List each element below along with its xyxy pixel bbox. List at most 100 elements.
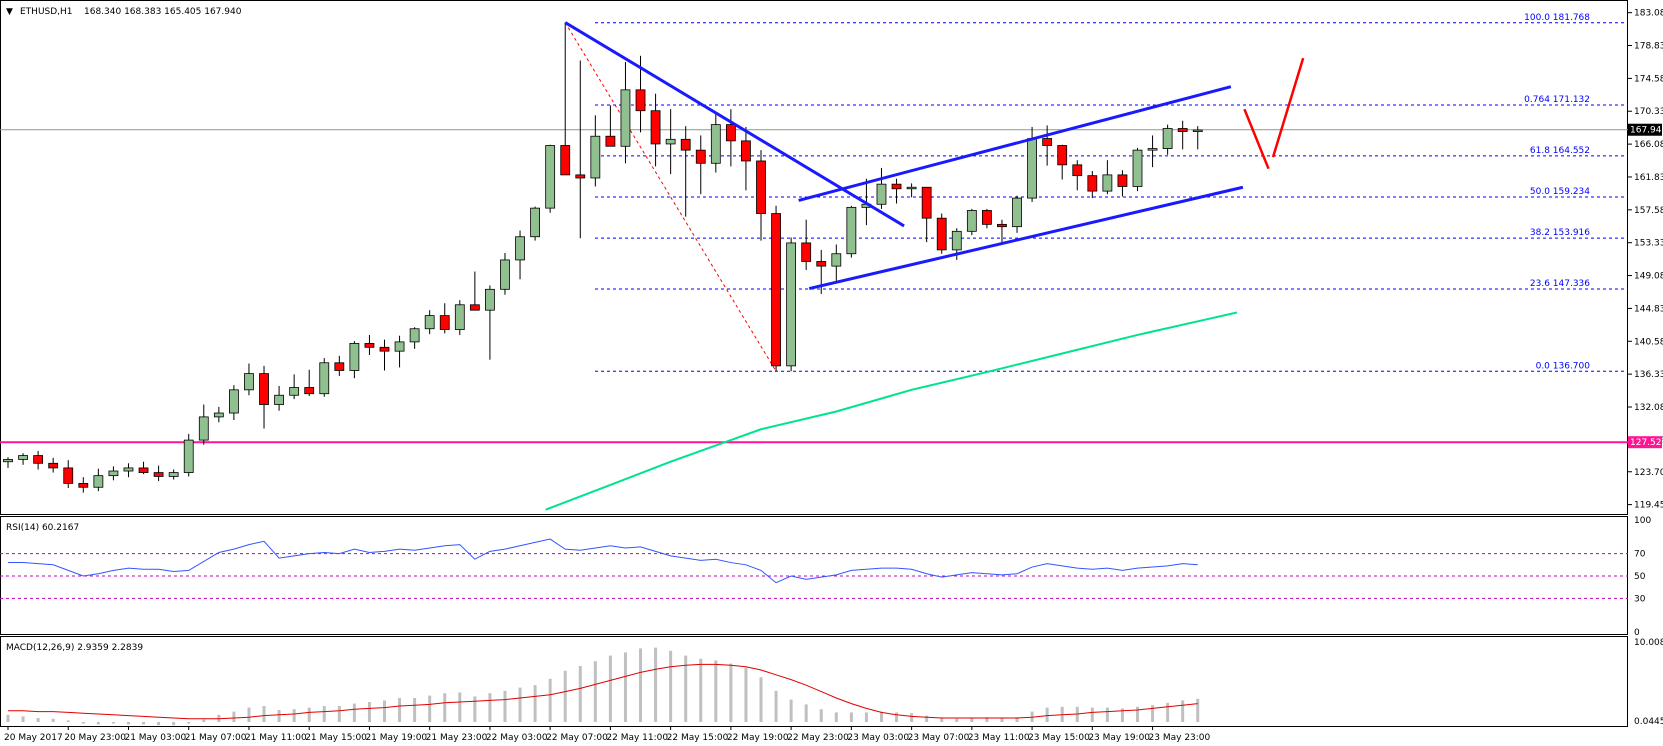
bull-candle [786,242,797,367]
bull-candle [319,362,330,395]
time-axis-label: 23 May 19:00 [1088,733,1150,743]
bear-candle [1117,174,1128,187]
time-axis-label: 22 May 19:00 [727,733,789,743]
macd-histogram-bar [669,650,673,722]
price-axis-label: 178.830 [1634,42,1663,52]
macd-histogram-bar [789,699,793,722]
macd-histogram-bar [292,709,296,722]
projection-arrow-line [1243,108,1270,170]
bull-candle [831,253,842,267]
bull-candle [515,236,525,261]
rsi-axis-label: 0 [1634,628,1640,638]
bull-candle [123,467,134,472]
support-price-marker [1628,436,1662,449]
bear-candle [756,160,766,214]
rsi-axis-label: 50 [1634,572,1646,582]
bear-candle [1042,138,1053,146]
bear-candle [63,467,74,484]
bull-candle [349,343,360,371]
time-axis-label: 22 May 23:00 [787,733,849,743]
price-axis-label: 123.705 [1634,468,1663,478]
fib-level-label: 50.0 159.234 [1530,187,1590,197]
bull-candle [108,470,119,477]
bull-candle [966,210,977,232]
bull-candle [454,304,465,330]
bull-candle [168,472,179,477]
bull-candle [846,206,857,255]
macd-histogram-bar [488,693,492,722]
macd-panel-frame [0,636,1628,727]
bull-candle [213,412,224,418]
bull-candle [1132,149,1143,187]
price-axis-label: 157.580 [1634,206,1663,216]
bear-candle [605,135,616,147]
bear-candle [334,362,345,371]
time-axis-label: 20 May 23:00 [64,733,126,743]
macd-histogram-bar [458,692,462,722]
bear-candle [259,373,269,405]
bear-candle [921,186,932,219]
price-axis-label: 161.830 [1634,173,1663,183]
bull-candle [590,135,601,179]
macd-histogram-bar [187,722,191,724]
bear-candle [33,455,44,464]
current-price-label: 167.940 [1630,126,1663,136]
time-axis-label: 21 May 15:00 [305,733,367,743]
price-axis-label: 170.330 [1634,107,1663,117]
macd-histogram-bar [1015,717,1019,722]
macd-histogram-bar [1045,707,1049,722]
macd-histogram-bar [518,687,522,722]
macd-histogram-bar [1120,708,1124,722]
macd-signal-line [8,663,1198,720]
macd-histogram-bar [1181,700,1185,722]
time-axis-label: 22 May 03:00 [486,733,548,743]
price-axis-label: 119.455 [1634,501,1663,511]
rsi-panel[interactable] [0,538,1628,599]
macd-histogram-bar [925,715,929,722]
bear-candle [741,140,751,162]
macd-histogram-bar [232,711,236,722]
macd-histogram-bar [744,667,748,722]
ohlc-readout: 168.340 168.383 165.405 167.940 [84,7,242,17]
macd-histogram-bar [428,695,432,722]
macd-histogram-bar [1090,707,1094,722]
macd-axis-label: 0.0445 [1634,717,1663,727]
macd-histogram-bar [608,655,612,722]
price-axis-label: 140.580 [1634,337,1663,347]
bear-candle [1177,128,1188,132]
bull-candle [500,259,510,290]
rsi-title: RSI(14) 60.2167 [6,523,79,533]
macd-histogram-bar [578,666,582,722]
bear-candle [78,482,89,488]
macd-histogram-bar [819,709,823,722]
bull-candle [1147,148,1158,151]
bearish-trend-line [564,21,905,228]
fib-level-label: 23.6 147.336 [1530,279,1590,289]
macd-histogram-bar [322,706,326,722]
rsi-axis-label: 100 [1634,516,1651,526]
macd-histogram-bar [714,660,718,722]
collapse-arrow-icon[interactable]: ▼ [6,7,13,17]
rsi-line [8,538,1198,584]
macd-panel[interactable] [6,647,1200,726]
time-axis-label: 21 May 19:00 [365,733,427,743]
macd-histogram-bar [337,706,341,722]
bull-candle [93,475,104,488]
macd-histogram-bar [1166,702,1170,722]
bear-candle [379,346,390,352]
bull-candle [906,186,917,190]
price-axis-label: 174.580 [1634,74,1663,84]
bull-candle [1102,174,1113,192]
bull-candle [409,328,420,343]
macd-histogram-bar [6,714,10,722]
bear-candle [1087,175,1098,192]
macd-histogram-bar [879,711,883,722]
bear-candle [48,462,59,469]
time-axis-label: 23 May 03:00 [847,733,909,743]
projection-arrow-line [1271,57,1305,158]
macd-axis-label: 10.0083 [1634,638,1663,648]
macd-histogram-bar [533,685,537,722]
price-panel[interactable]: 100.0 181.768 0.764 171.132 61.8 164.552 50… [0,13,1628,511]
